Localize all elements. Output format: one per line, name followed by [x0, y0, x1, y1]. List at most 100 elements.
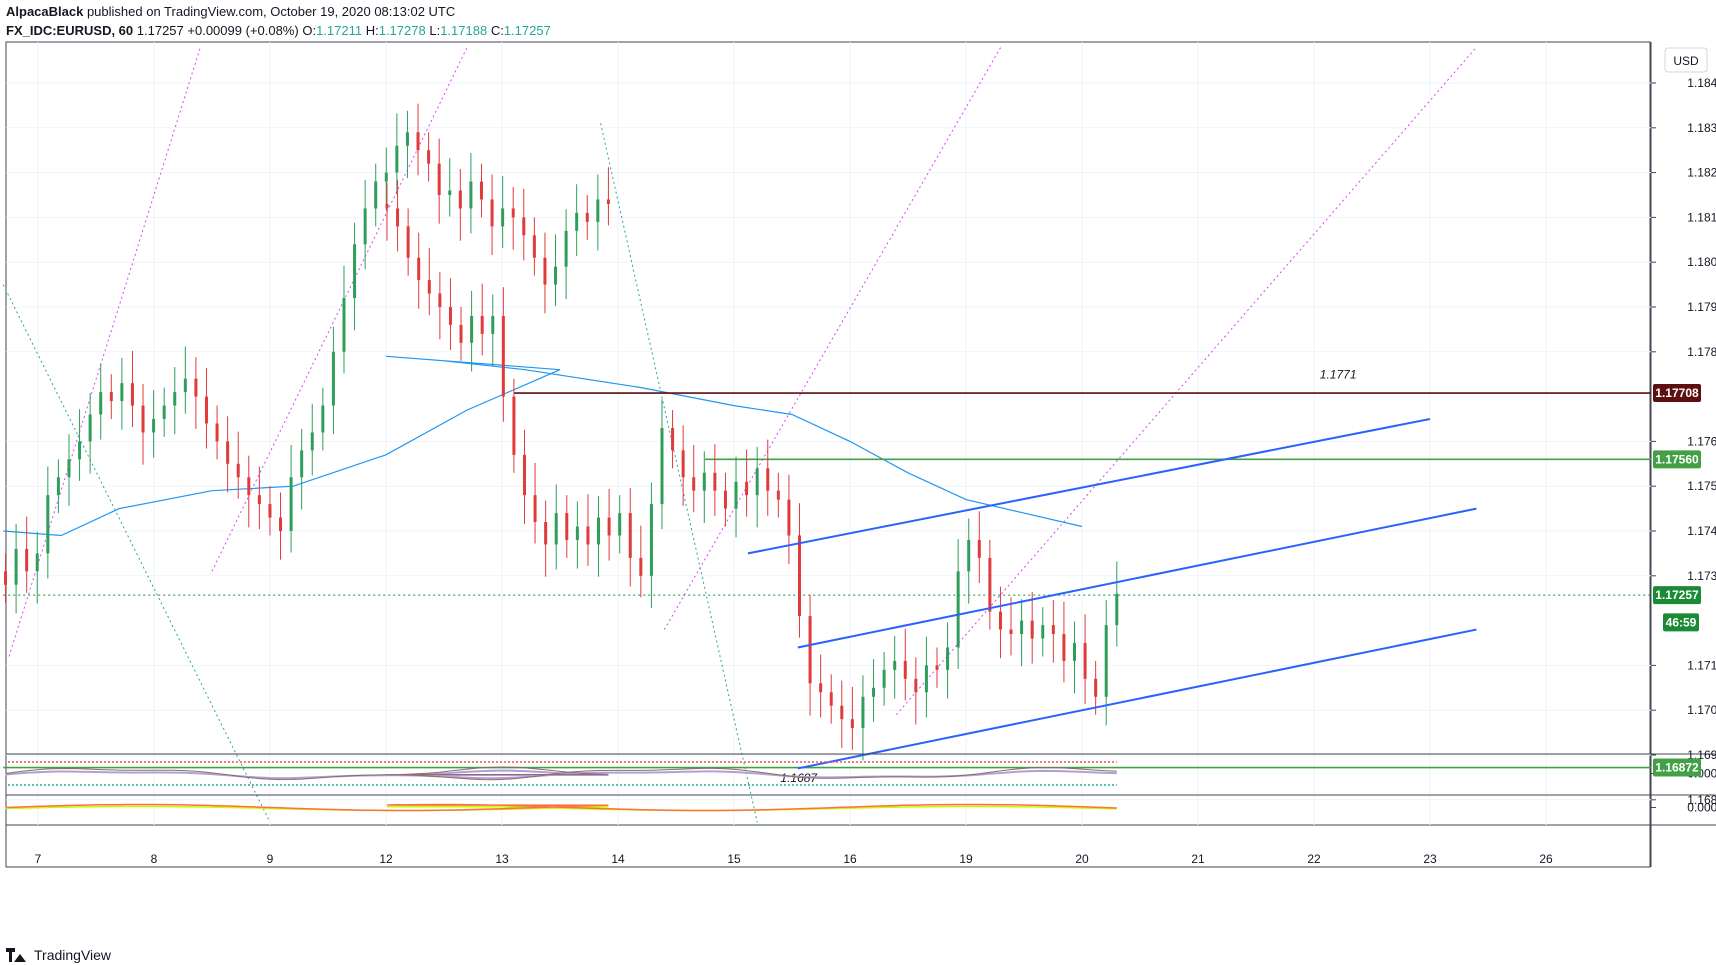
- symbol-timeframe: FX_IDC:EURUSD, 60: [6, 23, 134, 38]
- x-tick-label: 12: [379, 852, 393, 866]
- price-annotation: 1.1687: [780, 771, 818, 785]
- candle-body: [893, 660, 897, 670]
- last-price: 1.17257: [136, 23, 184, 38]
- footer: TradingView: [6, 947, 111, 963]
- currency-button[interactable]: [1664, 47, 1708, 73]
- y-tick-label: 1.17500: [1687, 479, 1716, 493]
- candle-body: [88, 414, 92, 442]
- candle-body: [606, 199, 610, 204]
- candle-body: [109, 392, 113, 402]
- price-tag-label: 1.17257: [1655, 588, 1699, 602]
- price-tag-label: 1.16872: [1655, 761, 1699, 775]
- candle-body: [946, 647, 950, 670]
- candle-body: [829, 692, 833, 706]
- candle-body: [882, 669, 886, 688]
- y-tick-label: 1.18100: [1687, 210, 1716, 224]
- candle-body: [448, 307, 452, 325]
- candle-body: [78, 441, 82, 460]
- channel-channel-lower[interactable]: [797, 628, 1477, 770]
- candle-body: [427, 280, 431, 294]
- candle-body: [840, 705, 844, 720]
- candle-body: [977, 539, 981, 558]
- high-value: 1.17278: [378, 23, 426, 38]
- candle-body: [745, 481, 749, 496]
- candle-body: [565, 513, 569, 540]
- diagonal-dotted-line: [2, 284, 271, 823]
- candle-body: [331, 351, 335, 406]
- low-label: L:: [429, 23, 441, 38]
- candle-body: [459, 324, 463, 343]
- candle-body: [226, 441, 230, 464]
- low-value: 1.17188: [440, 23, 488, 38]
- x-tick-label: 23: [1423, 852, 1437, 866]
- candle-body: [194, 378, 198, 397]
- channel-channel-upper-2[interactable]: [797, 507, 1477, 649]
- y-tick-label: 1.16800: [1687, 793, 1716, 807]
- candle-body: [543, 257, 547, 285]
- osc2-main-line: [5, 803, 1117, 812]
- candle-body: [671, 427, 675, 451]
- brand-name[interactable]: TradingView: [34, 947, 112, 963]
- candle-body: [607, 517, 611, 536]
- candle-body: [374, 181, 378, 209]
- pitchfork-line: [8, 47, 201, 657]
- price-tag: [1653, 758, 1701, 777]
- candle-body: [35, 553, 39, 572]
- high-label: H:: [365, 23, 379, 38]
- candle-body: [988, 557, 992, 612]
- candle-body: [544, 522, 548, 545]
- grid: [5, 41, 1716, 868]
- y-tick-label: 1.17600: [1687, 434, 1716, 448]
- candle-body: [713, 472, 717, 491]
- candle-body: [723, 490, 727, 509]
- candle-body: [766, 468, 770, 491]
- candle-body: [479, 181, 483, 200]
- candle-body: [491, 315, 495, 334]
- candle-body: [628, 513, 632, 558]
- candle-body: [681, 450, 685, 478]
- candle-body: [448, 190, 452, 195]
- candle-body: [1030, 620, 1034, 639]
- candle-body: [1094, 678, 1098, 697]
- candle-body: [173, 392, 177, 406]
- candle-body: [956, 571, 960, 648]
- channel-channel-upper-1[interactable]: [747, 418, 1431, 555]
- candle-body: [289, 477, 293, 531]
- candle-body: [14, 548, 18, 585]
- x-tick-label: 15: [727, 852, 741, 866]
- diagonal-dotted-line: [600, 123, 758, 823]
- candle-body: [469, 181, 473, 209]
- y-tick-label: 1.18300: [1687, 121, 1716, 135]
- axes: 1.18400 1.18300 1.18200 1.18100 1.18000 1.179…: [35, 76, 1716, 866]
- candle-body: [797, 535, 801, 617]
- candle-body: [575, 526, 579, 540]
- pitchfork-line: [896, 46, 1477, 716]
- x-tick-label: 7: [35, 852, 42, 866]
- candle-body: [363, 208, 367, 245]
- candle-body: [819, 683, 823, 693]
- candle-body: [1041, 625, 1045, 639]
- candle-body: [554, 513, 558, 545]
- candle-body: [692, 477, 696, 491]
- candle-body: [405, 132, 409, 146]
- price-tag: [1653, 384, 1701, 403]
- y-tick-label: 1.17000: [1687, 703, 1716, 717]
- candle-body: [321, 405, 325, 433]
- candle-body: [396, 208, 400, 227]
- author-name[interactable]: AlpacaBlack: [6, 4, 84, 19]
- osc-value-label: 0.00000: [1687, 801, 1716, 815]
- candle-body: [417, 257, 421, 281]
- candle-body: [268, 504, 272, 518]
- publish-info: published on TradingView.com, October 19…: [83, 4, 456, 19]
- candle-body: [56, 477, 60, 496]
- candle-body: [533, 495, 537, 523]
- candles: [4, 103, 1119, 761]
- y-tick-label: 1.17900: [1687, 300, 1716, 314]
- close-value: 1.17257: [503, 23, 551, 38]
- candle-body: [247, 477, 251, 496]
- y-tick-label: 1.18400: [1687, 76, 1716, 90]
- candle-body: [532, 235, 536, 258]
- candle-body: [564, 230, 568, 267]
- drawings-front: 1.1771 1.1687: [747, 368, 1477, 785]
